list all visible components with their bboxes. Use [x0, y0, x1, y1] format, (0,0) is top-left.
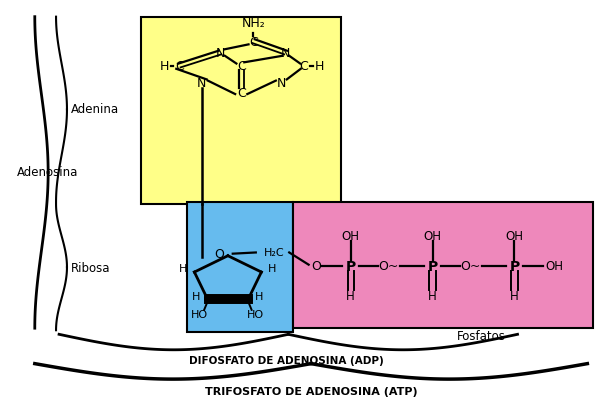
Text: HO: HO [247, 309, 264, 319]
Text: C: C [300, 60, 308, 73]
Text: H: H [159, 60, 169, 73]
Text: O~: O~ [461, 260, 481, 273]
Text: OH: OH [506, 229, 523, 242]
Text: P: P [428, 259, 437, 273]
Text: H: H [510, 289, 519, 302]
FancyBboxPatch shape [293, 202, 594, 328]
Text: H: H [179, 263, 188, 273]
Text: Adenosina: Adenosina [16, 166, 78, 178]
Text: HO: HO [192, 309, 209, 319]
Text: N: N [277, 77, 287, 90]
Text: C: C [175, 60, 184, 73]
Text: Fosfatos: Fosfatos [457, 329, 506, 342]
Text: H: H [346, 289, 355, 302]
Text: C: C [237, 86, 246, 99]
Text: OH: OH [545, 260, 563, 273]
Text: OH: OH [423, 229, 442, 242]
Text: H: H [256, 292, 264, 302]
Text: O~: O~ [379, 260, 399, 273]
FancyBboxPatch shape [187, 202, 293, 333]
Text: N: N [281, 47, 290, 60]
Text: H: H [192, 292, 201, 302]
Text: N: N [197, 77, 206, 90]
Text: Ribosa: Ribosa [71, 261, 111, 274]
Text: NH₂: NH₂ [242, 17, 265, 30]
Text: P: P [509, 259, 520, 273]
Text: OH: OH [342, 229, 359, 242]
Text: O: O [311, 260, 321, 273]
Text: C: C [249, 36, 258, 49]
Text: H: H [268, 263, 276, 273]
Text: H: H [428, 289, 437, 302]
Text: P: P [345, 259, 356, 273]
Text: O: O [214, 247, 224, 261]
Text: H: H [314, 60, 324, 73]
Text: TRIFOSFATO DE ADENOSINA (ATP): TRIFOSFATO DE ADENOSINA (ATP) [205, 386, 417, 396]
Text: H₂C: H₂C [264, 248, 285, 258]
FancyBboxPatch shape [141, 18, 342, 204]
Text: DIFOSFATO DE ADENOSINA (ADP): DIFOSFATO DE ADENOSINA (ADP) [190, 355, 384, 365]
Text: C: C [237, 60, 246, 73]
Text: N: N [215, 47, 224, 60]
Text: Adenina: Adenina [71, 103, 120, 115]
